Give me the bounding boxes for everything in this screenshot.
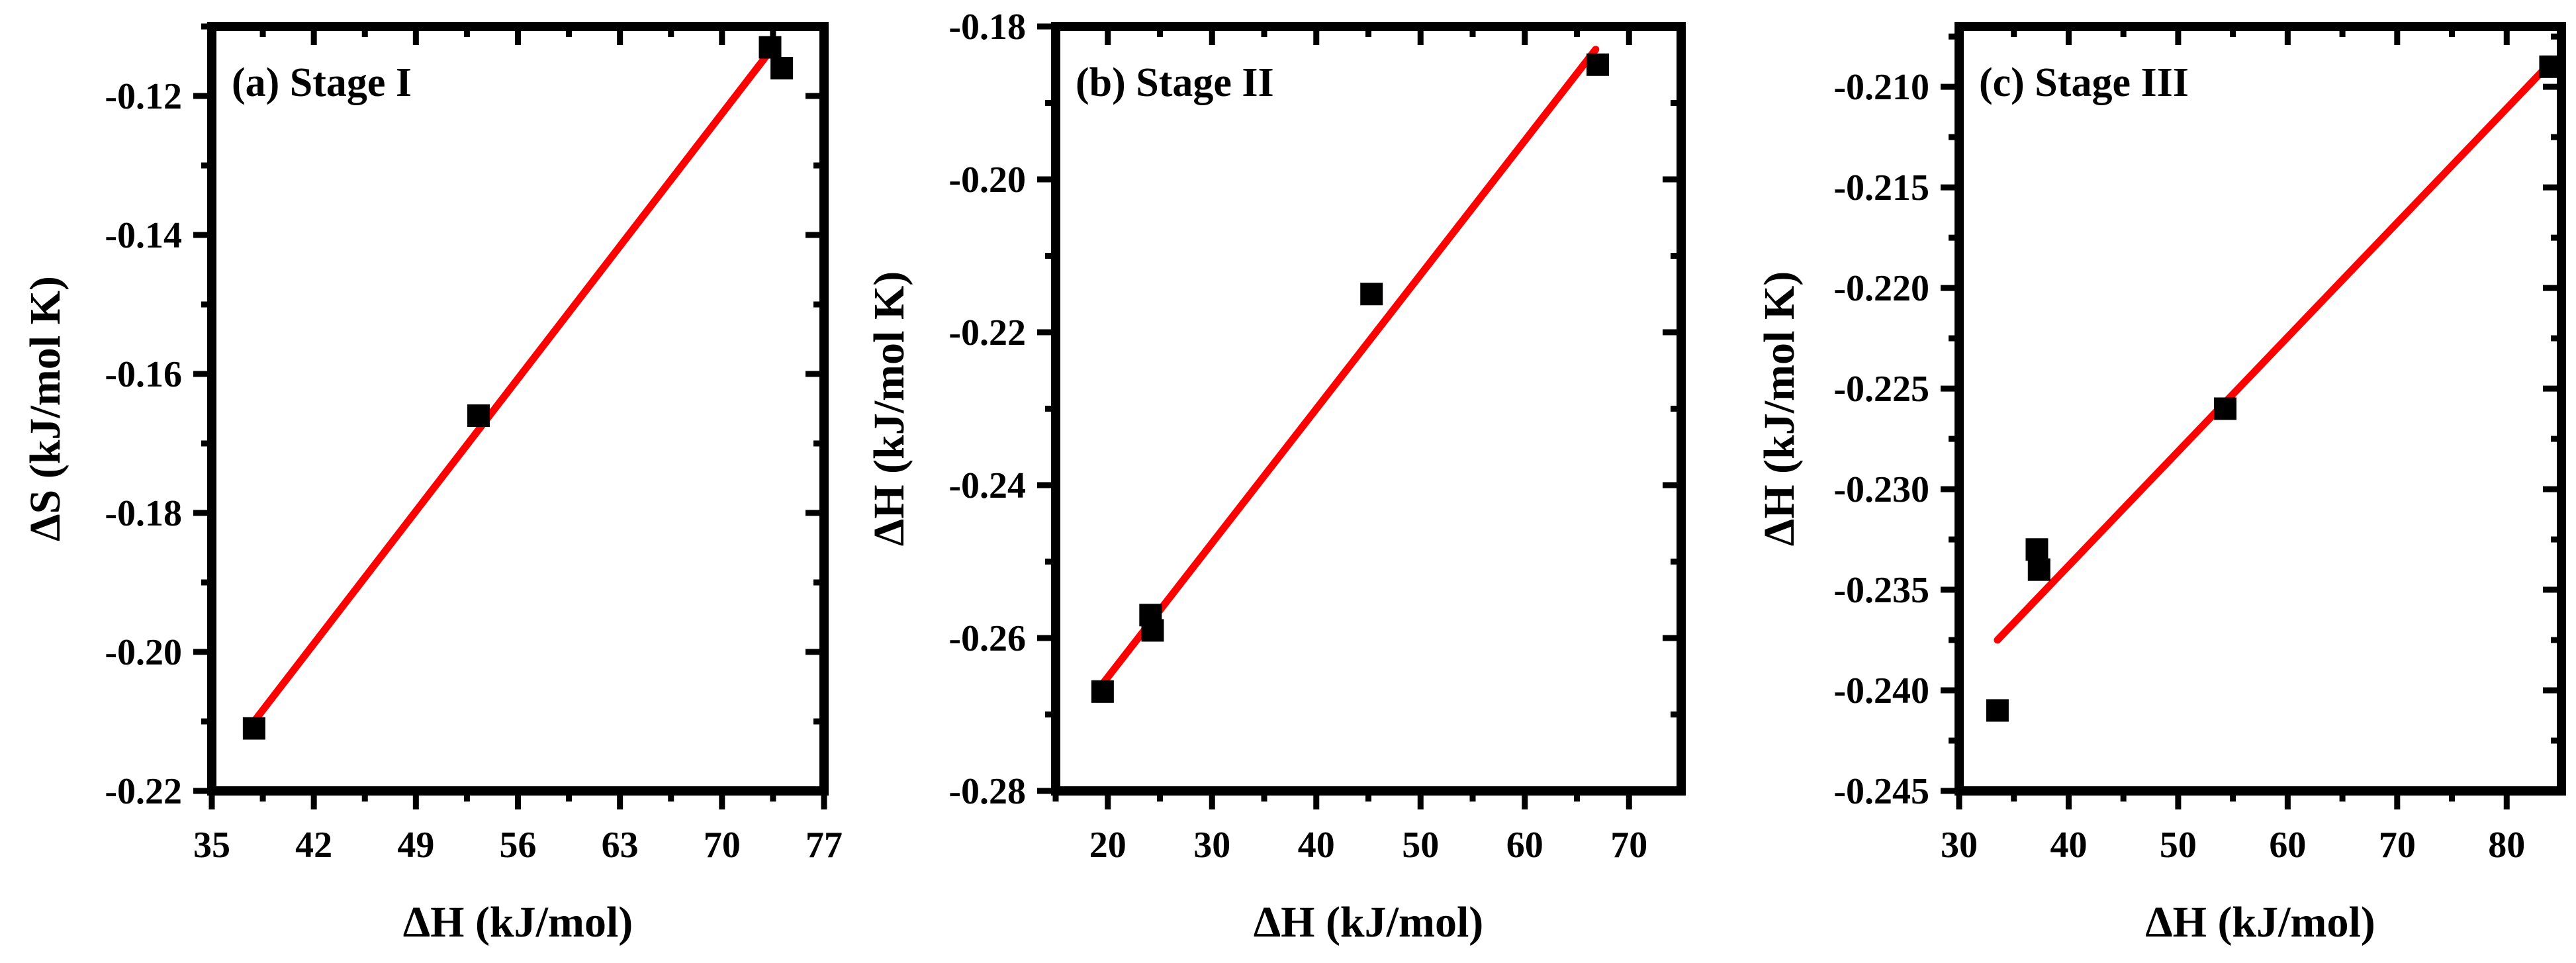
y-tick-label: -0.20 xyxy=(948,160,1026,201)
plot-frame xyxy=(1955,22,2566,796)
y-tick-label: -0.225 xyxy=(1833,369,1929,410)
x-axis-title: ΔH (kJ/mol) xyxy=(403,898,633,946)
y-axis-title: ΔH (kJ/mol K) xyxy=(865,271,913,546)
y-tick-label: -0.210 xyxy=(1833,67,1929,108)
data-point xyxy=(2539,55,2562,78)
x-tick-label: 60 xyxy=(2269,825,2306,866)
x-tick-label: 70 xyxy=(1610,825,1647,866)
x-axis-title: ΔH (kJ/mol) xyxy=(2145,898,2375,946)
x-tick-label: 56 xyxy=(500,825,537,866)
x-tick-label: 20 xyxy=(1089,825,1127,866)
y-tick-label: -0.14 xyxy=(105,215,182,256)
x-tick-label: 40 xyxy=(2050,825,2087,866)
data-point xyxy=(242,717,265,740)
x-tick-label: 77 xyxy=(805,825,843,866)
data-point xyxy=(759,36,782,59)
data-point xyxy=(1587,53,1609,76)
chart-panel-2: 20 30 40 50 60 70 -0.28 -0.26 -0.24 -0.22 -0.20 -0.… xyxy=(865,7,1686,946)
y-tick-label: -0.24 xyxy=(948,465,1026,506)
panel-label: (b) Stage II xyxy=(1076,60,1274,105)
y-tick-label: -0.18 xyxy=(948,7,1026,48)
x-tick-label: 40 xyxy=(1298,825,1335,866)
x-tick-label: 49 xyxy=(397,825,434,866)
data-point xyxy=(1141,619,1164,642)
data-point xyxy=(1091,680,1114,703)
x-tick-label: 50 xyxy=(1402,825,1439,866)
data-point xyxy=(2025,538,2048,561)
x-tick-label: 42 xyxy=(295,825,332,866)
panel-label: (a) Stage I xyxy=(232,60,412,105)
y-tick-label: -0.16 xyxy=(105,354,182,395)
y-tick-label: -0.245 xyxy=(1833,771,1929,812)
y-tick-label: -0.12 xyxy=(105,76,182,117)
y-tick-label: -0.22 xyxy=(948,312,1026,353)
data-point xyxy=(1360,283,1383,306)
data-point xyxy=(770,57,794,79)
plot-frame xyxy=(207,22,829,796)
chart-panel-3: 30 40 50 60 70 80 -0.245 -0.240 -0.235 -0.230 -0.2… xyxy=(1755,22,2566,946)
x-tick-label: 70 xyxy=(2379,825,2416,866)
y-tick-label: -0.220 xyxy=(1833,268,1929,309)
y-tick-label: -0.22 xyxy=(105,771,182,812)
y-tick-label: -0.230 xyxy=(1833,469,1929,510)
y-axis-title: ΔH (kJ/mol K) xyxy=(1755,271,1804,546)
x-tick-label: 30 xyxy=(1941,825,1978,866)
panel-label: (c) Stage III xyxy=(1979,60,2189,105)
plot-frame xyxy=(1051,22,1686,796)
x-tick-label: 50 xyxy=(2160,825,2197,866)
data-point xyxy=(467,404,490,427)
y-tick-label: -0.215 xyxy=(1833,167,1929,208)
fit-line xyxy=(1099,46,1600,688)
x-tick-label: 35 xyxy=(193,825,230,866)
data-point xyxy=(2214,397,2237,420)
y-axis-title: ΔS (kJ/mol K) xyxy=(21,276,69,541)
x-tick-label: 70 xyxy=(704,825,741,866)
x-axis-title: ΔH (kJ/mol) xyxy=(1254,898,1484,946)
x-tick-label: 60 xyxy=(1506,825,1543,866)
y-tick-label: -0.240 xyxy=(1833,670,1929,711)
y-tick-label: -0.26 xyxy=(948,618,1026,659)
data-point xyxy=(1986,699,2009,722)
data-point xyxy=(2027,558,2050,581)
x-tick-label: 63 xyxy=(602,825,639,866)
fit-line xyxy=(1994,59,2554,644)
y-tick-label: -0.20 xyxy=(105,632,182,673)
x-tick-label: 30 xyxy=(1193,825,1230,866)
fit-line xyxy=(250,44,777,725)
chart-panel-1: 35 42 49 56 63 70 77 -0.22 -0.20 -0.18 -0.16 -0.14 -… xyxy=(21,22,843,946)
y-tick-label: -0.28 xyxy=(948,771,1026,812)
y-tick-label: -0.18 xyxy=(105,493,182,534)
x-tick-label: 80 xyxy=(2488,825,2525,866)
y-tick-label: -0.235 xyxy=(1833,570,1929,611)
